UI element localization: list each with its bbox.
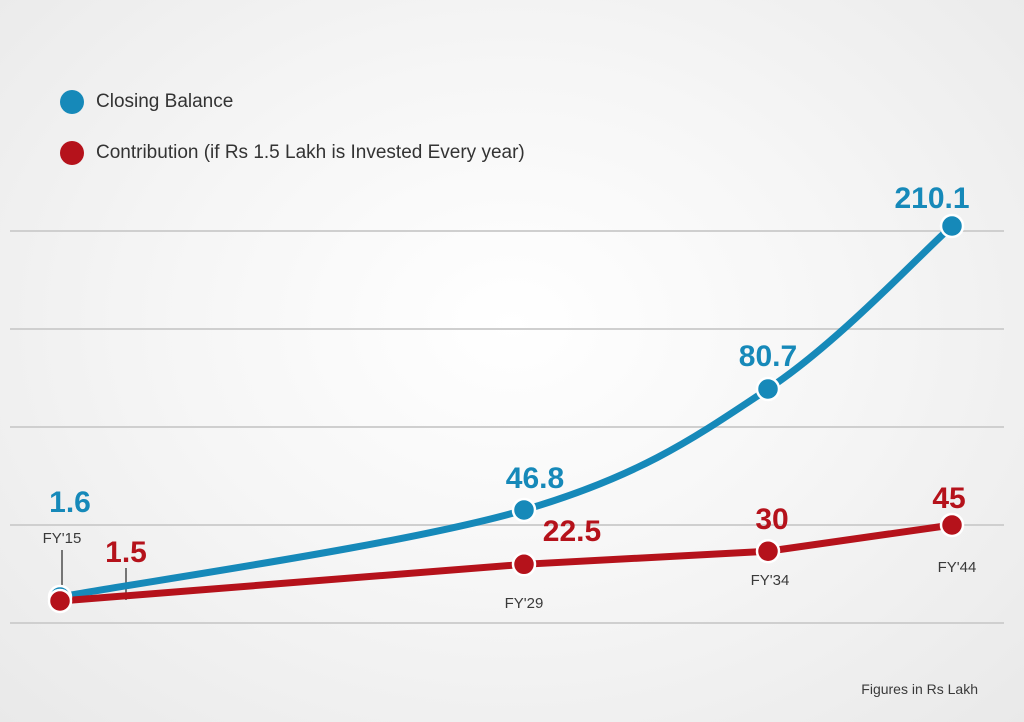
closing-data-label-FY'34: 80.7 [739, 340, 797, 373]
x-tick-label-FY'15: FY'15 [43, 530, 82, 547]
contribution-data-label-FY'15: 1.5 [105, 536, 147, 569]
contribution-point-FY'44 [939, 512, 965, 538]
contribution-data-label-FY'44: 45 [932, 482, 965, 515]
closing-data-label-FY'29: 46.8 [506, 462, 564, 495]
contribution-point-FY'15 [47, 588, 73, 614]
closing-balance-line [56, 222, 956, 601]
contribution-data-label-FY'34: 30 [755, 503, 788, 536]
closing-point-FY'44 [939, 213, 965, 239]
x-tick-label-FY'29: FY'29 [505, 595, 544, 612]
contribution-line [56, 521, 956, 605]
legend-contribution: Contribution (if Rs 1.5 Lakh is Invested… [60, 141, 525, 165]
closing-data-label-FY'44: 210.1 [894, 182, 969, 215]
closing-point-FY'34 [755, 376, 781, 402]
legend-contribution-label: Contribution (if Rs 1.5 Lakh is Invested… [96, 142, 525, 163]
legend-contribution-marker [60, 141, 84, 165]
contribution-point-FY'34 [755, 538, 781, 564]
legend-closing-marker [60, 90, 84, 114]
legend-closing-balance: Closing Balance [60, 90, 233, 114]
contribution-point-FY'29 [511, 552, 537, 577]
legend-closing-label: Closing Balance [96, 91, 234, 112]
contribution-data-label-FY'29: 22.5 [543, 515, 601, 548]
x-tick-label-FY'44: FY'44 [938, 559, 977, 576]
closing-point-FY'29 [511, 497, 537, 523]
closing-data-label-FY'15: 1.6 [49, 486, 91, 519]
x-tick-label-FY'34: FY'34 [751, 572, 790, 589]
units-footnote: Figures in Rs Lakh [861, 681, 978, 697]
